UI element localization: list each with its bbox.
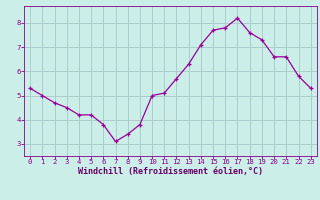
X-axis label: Windchill (Refroidissement éolien,°C): Windchill (Refroidissement éolien,°C) xyxy=(78,167,263,176)
